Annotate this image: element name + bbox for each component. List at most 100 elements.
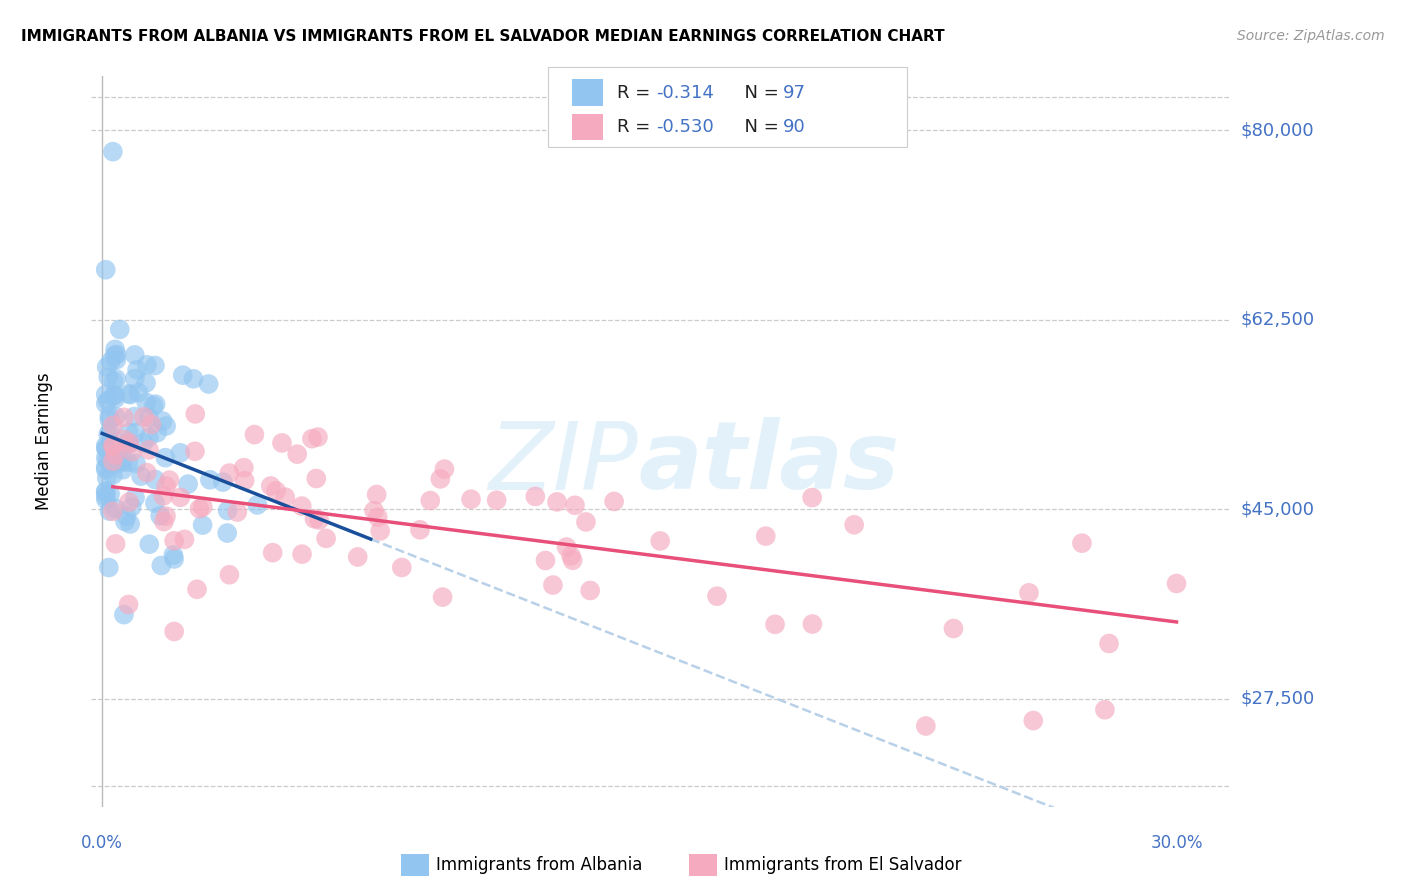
Point bbox=[271, 436, 294, 450]
Point bbox=[96, 442, 118, 456]
Point bbox=[706, 589, 728, 603]
Text: 90: 90 bbox=[783, 118, 806, 136]
Point bbox=[141, 417, 163, 432]
Point bbox=[104, 409, 127, 424]
Point bbox=[149, 508, 172, 523]
Point bbox=[104, 343, 127, 357]
Point bbox=[94, 262, 117, 277]
Point bbox=[162, 548, 184, 562]
Point bbox=[120, 387, 142, 401]
Point bbox=[107, 451, 129, 466]
Point bbox=[1018, 586, 1040, 600]
Point bbox=[118, 436, 141, 450]
Point bbox=[546, 495, 568, 509]
Point bbox=[163, 533, 186, 548]
Point bbox=[98, 487, 121, 501]
Point bbox=[1166, 576, 1188, 591]
Point bbox=[243, 427, 266, 442]
Point bbox=[104, 537, 127, 551]
Text: N =: N = bbox=[733, 118, 785, 136]
Point bbox=[98, 409, 121, 423]
Point bbox=[101, 468, 124, 483]
Point bbox=[307, 430, 329, 444]
Point bbox=[101, 439, 124, 453]
Text: 30.0%: 30.0% bbox=[1150, 834, 1202, 853]
Point bbox=[429, 472, 451, 486]
Point bbox=[264, 483, 287, 498]
Point bbox=[564, 498, 586, 512]
Text: N =: N = bbox=[733, 84, 785, 102]
Point bbox=[145, 397, 167, 411]
Point bbox=[94, 485, 117, 500]
Point bbox=[233, 474, 256, 488]
Text: $27,500: $27,500 bbox=[1241, 690, 1315, 708]
Text: $62,500: $62,500 bbox=[1241, 310, 1315, 328]
Point bbox=[120, 516, 142, 531]
Point bbox=[419, 493, 441, 508]
Point bbox=[111, 463, 134, 477]
Point bbox=[291, 547, 314, 561]
Point bbox=[121, 444, 143, 458]
Point bbox=[217, 526, 239, 541]
Point bbox=[155, 450, 177, 465]
Point bbox=[124, 371, 146, 385]
Point bbox=[100, 354, 122, 368]
Point bbox=[575, 515, 598, 529]
Point bbox=[103, 389, 125, 403]
Point bbox=[146, 425, 169, 440]
Point bbox=[124, 491, 146, 505]
Point bbox=[184, 444, 207, 458]
Point bbox=[103, 349, 125, 363]
Point bbox=[603, 494, 626, 508]
Text: R =: R = bbox=[617, 84, 657, 102]
Point bbox=[94, 397, 117, 411]
Point bbox=[152, 489, 174, 503]
Point bbox=[218, 567, 240, 582]
Point bbox=[186, 582, 208, 597]
Point bbox=[163, 624, 186, 639]
Point bbox=[367, 510, 389, 524]
Point bbox=[163, 552, 186, 566]
Text: -0.314: -0.314 bbox=[657, 84, 714, 102]
Point bbox=[101, 418, 124, 433]
Point bbox=[97, 560, 120, 574]
Point bbox=[101, 504, 124, 518]
Point bbox=[184, 407, 207, 421]
Point bbox=[274, 490, 297, 504]
Point bbox=[232, 460, 254, 475]
Point bbox=[188, 501, 211, 516]
Point bbox=[157, 473, 180, 487]
Point bbox=[346, 549, 368, 564]
Point bbox=[96, 359, 118, 374]
Point bbox=[560, 549, 582, 563]
Point bbox=[844, 517, 866, 532]
Point bbox=[117, 598, 139, 612]
Text: 97: 97 bbox=[783, 84, 806, 102]
Point bbox=[285, 447, 308, 461]
Point bbox=[118, 495, 141, 509]
Text: 0.0%: 0.0% bbox=[82, 834, 124, 853]
Point bbox=[155, 419, 177, 434]
Point bbox=[94, 462, 117, 476]
Point bbox=[124, 348, 146, 362]
Point bbox=[755, 529, 778, 543]
Point bbox=[103, 374, 125, 388]
Text: Immigrants from El Salvador: Immigrants from El Salvador bbox=[724, 856, 962, 874]
Point bbox=[94, 459, 117, 474]
Point bbox=[97, 370, 120, 384]
Point bbox=[105, 372, 128, 386]
Point bbox=[433, 462, 456, 476]
Point bbox=[132, 436, 155, 450]
Point bbox=[211, 475, 233, 489]
Point bbox=[169, 446, 191, 460]
Point bbox=[115, 509, 138, 524]
Point bbox=[534, 553, 557, 567]
Point bbox=[105, 352, 128, 367]
Point bbox=[127, 363, 149, 377]
Point bbox=[101, 454, 124, 468]
Point bbox=[138, 430, 160, 444]
Point bbox=[763, 617, 786, 632]
Point bbox=[226, 505, 249, 519]
Point bbox=[1098, 636, 1121, 650]
Point bbox=[124, 409, 146, 424]
